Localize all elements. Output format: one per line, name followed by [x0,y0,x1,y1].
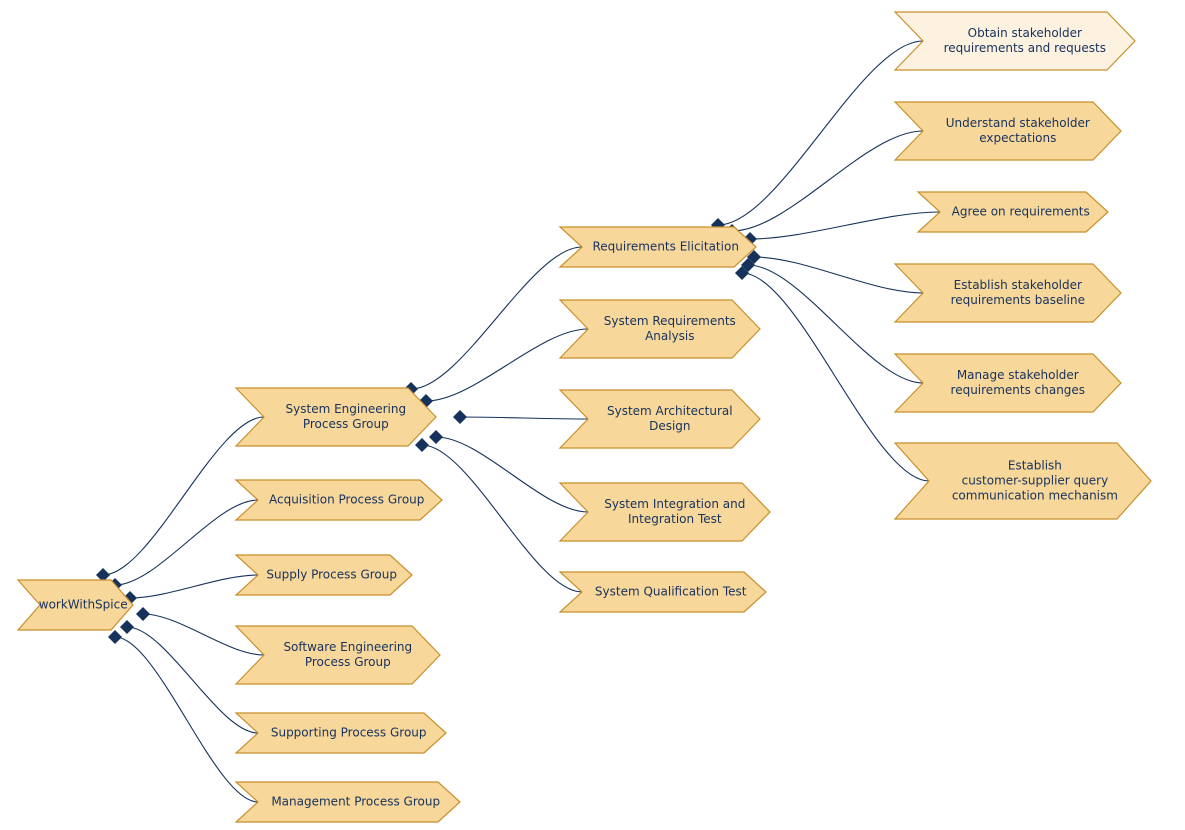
node-re: Requirements Elicitation [560,227,756,267]
node-spg: Supply Process Group [236,555,412,595]
node-sra: System RequirementsAnalysis [560,300,760,358]
node-mpg: Management Process Group [236,782,460,822]
node-shape-root [18,580,133,630]
edge-diamond-seg-sqt [415,438,429,452]
node-msc: Manage stakeholderrequirements changes [895,354,1121,412]
nodes-layer: workWithSpice System EngineeringProcess G… [18,12,1151,822]
edge-diamond-root-mpg [108,630,122,644]
node-shape-mpg [236,782,460,822]
node-use: Understand stakeholderexpectations [895,102,1121,160]
node-shape-msc [895,354,1121,412]
edge-re-msc [748,265,923,383]
node-sit: System Integration andIntegration Test [560,483,770,541]
edge-re-esb [754,257,923,293]
node-ecs: Establishcustomer-supplier querycommunic… [895,443,1151,519]
node-shape-apg [236,480,442,520]
node-apg: Acquisition Process Group [236,480,442,520]
node-shape-sad [560,390,760,448]
edge-diamond-seg-sad [453,410,467,424]
edge-root-sup [127,627,258,733]
node-shape-seg [236,388,436,446]
edge-diamond-root-sup [120,620,134,634]
edge-seg-re [411,247,582,389]
edge-diamond-seg-sit [429,430,443,444]
node-shape-osr [895,12,1135,70]
node-aor: Agree on requirements [918,192,1108,232]
node-esb: Establish stakeholderrequirements baseli… [895,264,1121,322]
node-shape-re [560,227,756,267]
node-sweg: Software EngineeringProcess Group [236,626,440,684]
edge-root-seg [103,417,264,575]
node-sqt: System Qualification Test [560,572,766,612]
node-shape-sit [560,483,770,541]
node-shape-sweg [236,626,440,684]
node-shape-sqt [560,572,766,612]
edge-root-mpg [115,637,258,802]
node-shape-esb [895,264,1121,322]
node-seg: System EngineeringProcess Group [236,388,436,446]
node-shape-ecs [895,443,1151,519]
edge-re-aor [750,212,940,239]
node-osr: Obtain stakeholderrequirements and reque… [895,12,1135,70]
edge-seg-sad [460,417,588,419]
node-shape-spg [236,555,412,595]
node-shape-aor [918,192,1108,232]
node-shape-sup [236,713,446,753]
edge-re-osr [718,41,923,225]
spice-process-tree: workWithSpice System EngineeringProcess G… [0,0,1185,830]
node-root: workWithSpice [18,580,133,630]
edge-diamond-root-sweg [136,607,150,621]
node-sup: Supporting Process Group [236,713,446,753]
node-shape-use [895,102,1121,160]
node-sad: System ArchitecturalDesign [560,390,760,448]
node-shape-sra [560,300,760,358]
edge-root-apg [115,500,258,585]
edges-layer [96,41,940,802]
